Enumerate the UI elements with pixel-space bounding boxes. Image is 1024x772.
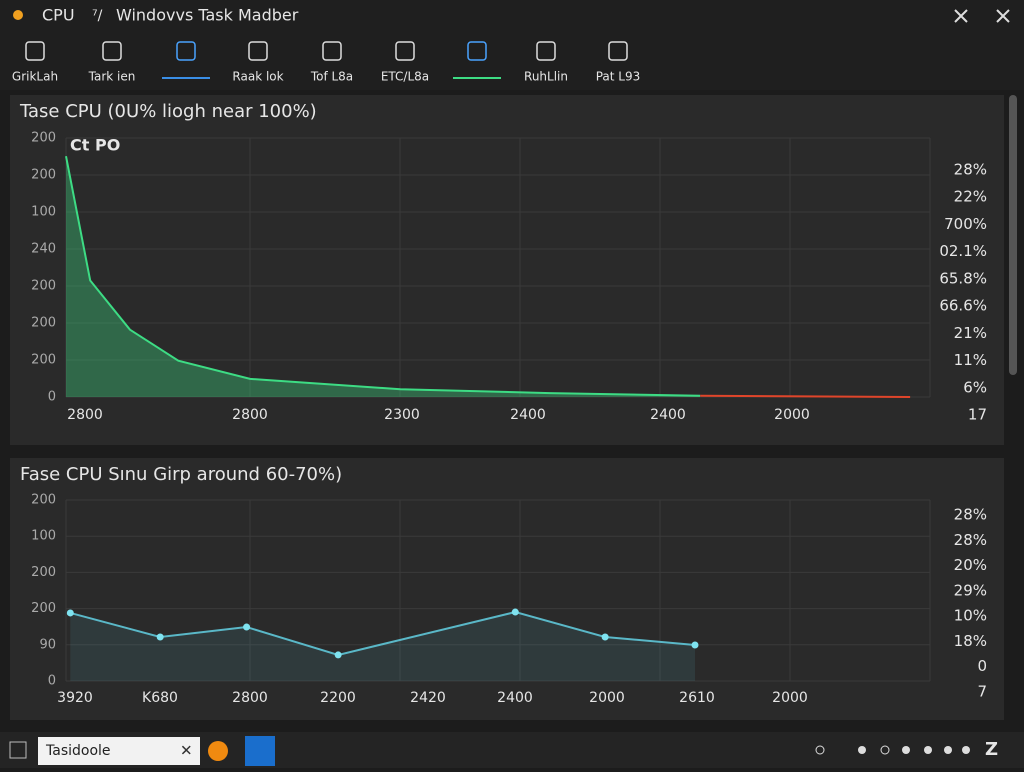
- x-label: 3920: [57, 690, 93, 706]
- toolbar-icon[interactable]: [176, 41, 196, 61]
- right-label: 66.6%: [939, 297, 987, 315]
- right-label: 18%: [954, 632, 987, 650]
- app-icon: ⁷/: [92, 8, 103, 24]
- x-label: 2800: [232, 690, 268, 706]
- status-text: CPU: [42, 6, 75, 25]
- start-icon[interactable]: [9, 741, 27, 759]
- y-label: 200: [31, 131, 56, 146]
- point: [601, 633, 609, 641]
- toolbar-icon[interactable]: [608, 41, 628, 61]
- point: [156, 633, 164, 641]
- panel: [10, 95, 1004, 445]
- right-label: 29%: [954, 581, 987, 599]
- search-close[interactable]: ✕: [180, 742, 193, 760]
- y-label: 200: [31, 353, 56, 368]
- point: [243, 623, 251, 631]
- right-label: 10%: [954, 607, 987, 625]
- toolbar-label: ETC/L8a: [381, 70, 429, 84]
- right-label: 65.8%: [939, 269, 987, 287]
- right-label: 6%: [963, 378, 987, 396]
- y-label: 90: [39, 637, 56, 652]
- right-label: 700%: [944, 215, 987, 233]
- area: [70, 612, 695, 681]
- toolbar-label: Tof L8a: [310, 70, 353, 84]
- y-label: 200: [31, 565, 56, 580]
- x-label: 2800: [67, 407, 103, 423]
- panel: [10, 458, 1004, 720]
- y-label: 200: [31, 493, 56, 508]
- toolbar-label: Pat L93: [596, 70, 641, 84]
- toolbar-icon[interactable]: [395, 41, 415, 61]
- toolbar: [0, 32, 1024, 90]
- x-label: 2200: [320, 690, 356, 706]
- toolbar-icon[interactable]: [25, 41, 45, 61]
- right-label: 28%: [954, 506, 987, 524]
- toolbar-label: Raak lok: [232, 70, 283, 84]
- point: [66, 609, 74, 617]
- close-buttons[interactable]: [954, 9, 1010, 23]
- toolbar-icon[interactable]: [248, 41, 268, 61]
- toolbar-label: RuhLlin: [524, 70, 568, 84]
- window-title: Windovvs Task Madber: [116, 6, 299, 25]
- toolbar-label: Tark ien: [88, 70, 136, 84]
- x-label: 2400: [497, 690, 533, 706]
- scrollbar[interactable]: [1009, 95, 1017, 375]
- y-label: 200: [31, 168, 56, 183]
- x-label: 2000: [589, 690, 625, 706]
- y-label: 0: [48, 390, 56, 405]
- toolbar-icon[interactable]: [467, 41, 487, 61]
- toolbar-icon[interactable]: [536, 41, 556, 61]
- y-label: 200: [31, 601, 56, 616]
- panel-title: Fase CPU Sınu Girp around 60-70%): [20, 464, 342, 485]
- right-label: 02.1%: [939, 242, 987, 260]
- point: [511, 608, 519, 616]
- x-label: 2000: [772, 690, 808, 706]
- x-label: 2300: [384, 407, 420, 423]
- status-dot: [13, 10, 23, 20]
- tray-icons: [815, 745, 970, 755]
- area: [66, 156, 701, 397]
- x-label: 2000: [774, 407, 810, 423]
- toolbar-label: GrikLah: [12, 70, 58, 84]
- y-label: 100: [31, 529, 56, 544]
- x-label: 2420: [410, 690, 446, 706]
- x-label: 2800: [232, 407, 268, 423]
- y-label: 0: [48, 674, 56, 689]
- panel-title: Tase CPU (0U% liogh near 100%): [19, 101, 317, 122]
- right-label: 17: [968, 406, 987, 424]
- search-text: Tasidoole: [45, 743, 111, 759]
- title-bar: [0, 0, 1024, 32]
- right-label: 28%: [954, 531, 987, 549]
- y-label: 200: [31, 279, 56, 294]
- app-icon[interactable]: [208, 741, 228, 761]
- point: [691, 641, 699, 649]
- right-label: 7: [977, 683, 987, 701]
- x-label: 2610: [679, 690, 715, 706]
- y-label: 240: [31, 242, 56, 257]
- clock: Z: [985, 739, 998, 760]
- point: [334, 651, 342, 659]
- x-label: 2400: [650, 407, 686, 423]
- x-label: K680: [142, 690, 178, 706]
- toolbar-icon[interactable]: [102, 41, 122, 61]
- line: [65, 155, 701, 397]
- line: [700, 394, 911, 398]
- right-label: 22%: [954, 188, 987, 206]
- right-label: 11%: [954, 351, 987, 369]
- app-icon[interactable]: [245, 736, 275, 766]
- x-label: 2400: [510, 407, 546, 423]
- toolbar-icon[interactable]: [322, 41, 342, 61]
- right-label: 21%: [954, 324, 987, 342]
- search-box[interactable]: [38, 737, 200, 765]
- right-label: 28%: [954, 161, 987, 179]
- inset-label: Ct PO: [70, 136, 120, 155]
- right-label: 20%: [954, 556, 987, 574]
- right-label: 0: [977, 657, 987, 675]
- y-label: 200: [31, 316, 56, 331]
- y-label: 100: [31, 205, 56, 220]
